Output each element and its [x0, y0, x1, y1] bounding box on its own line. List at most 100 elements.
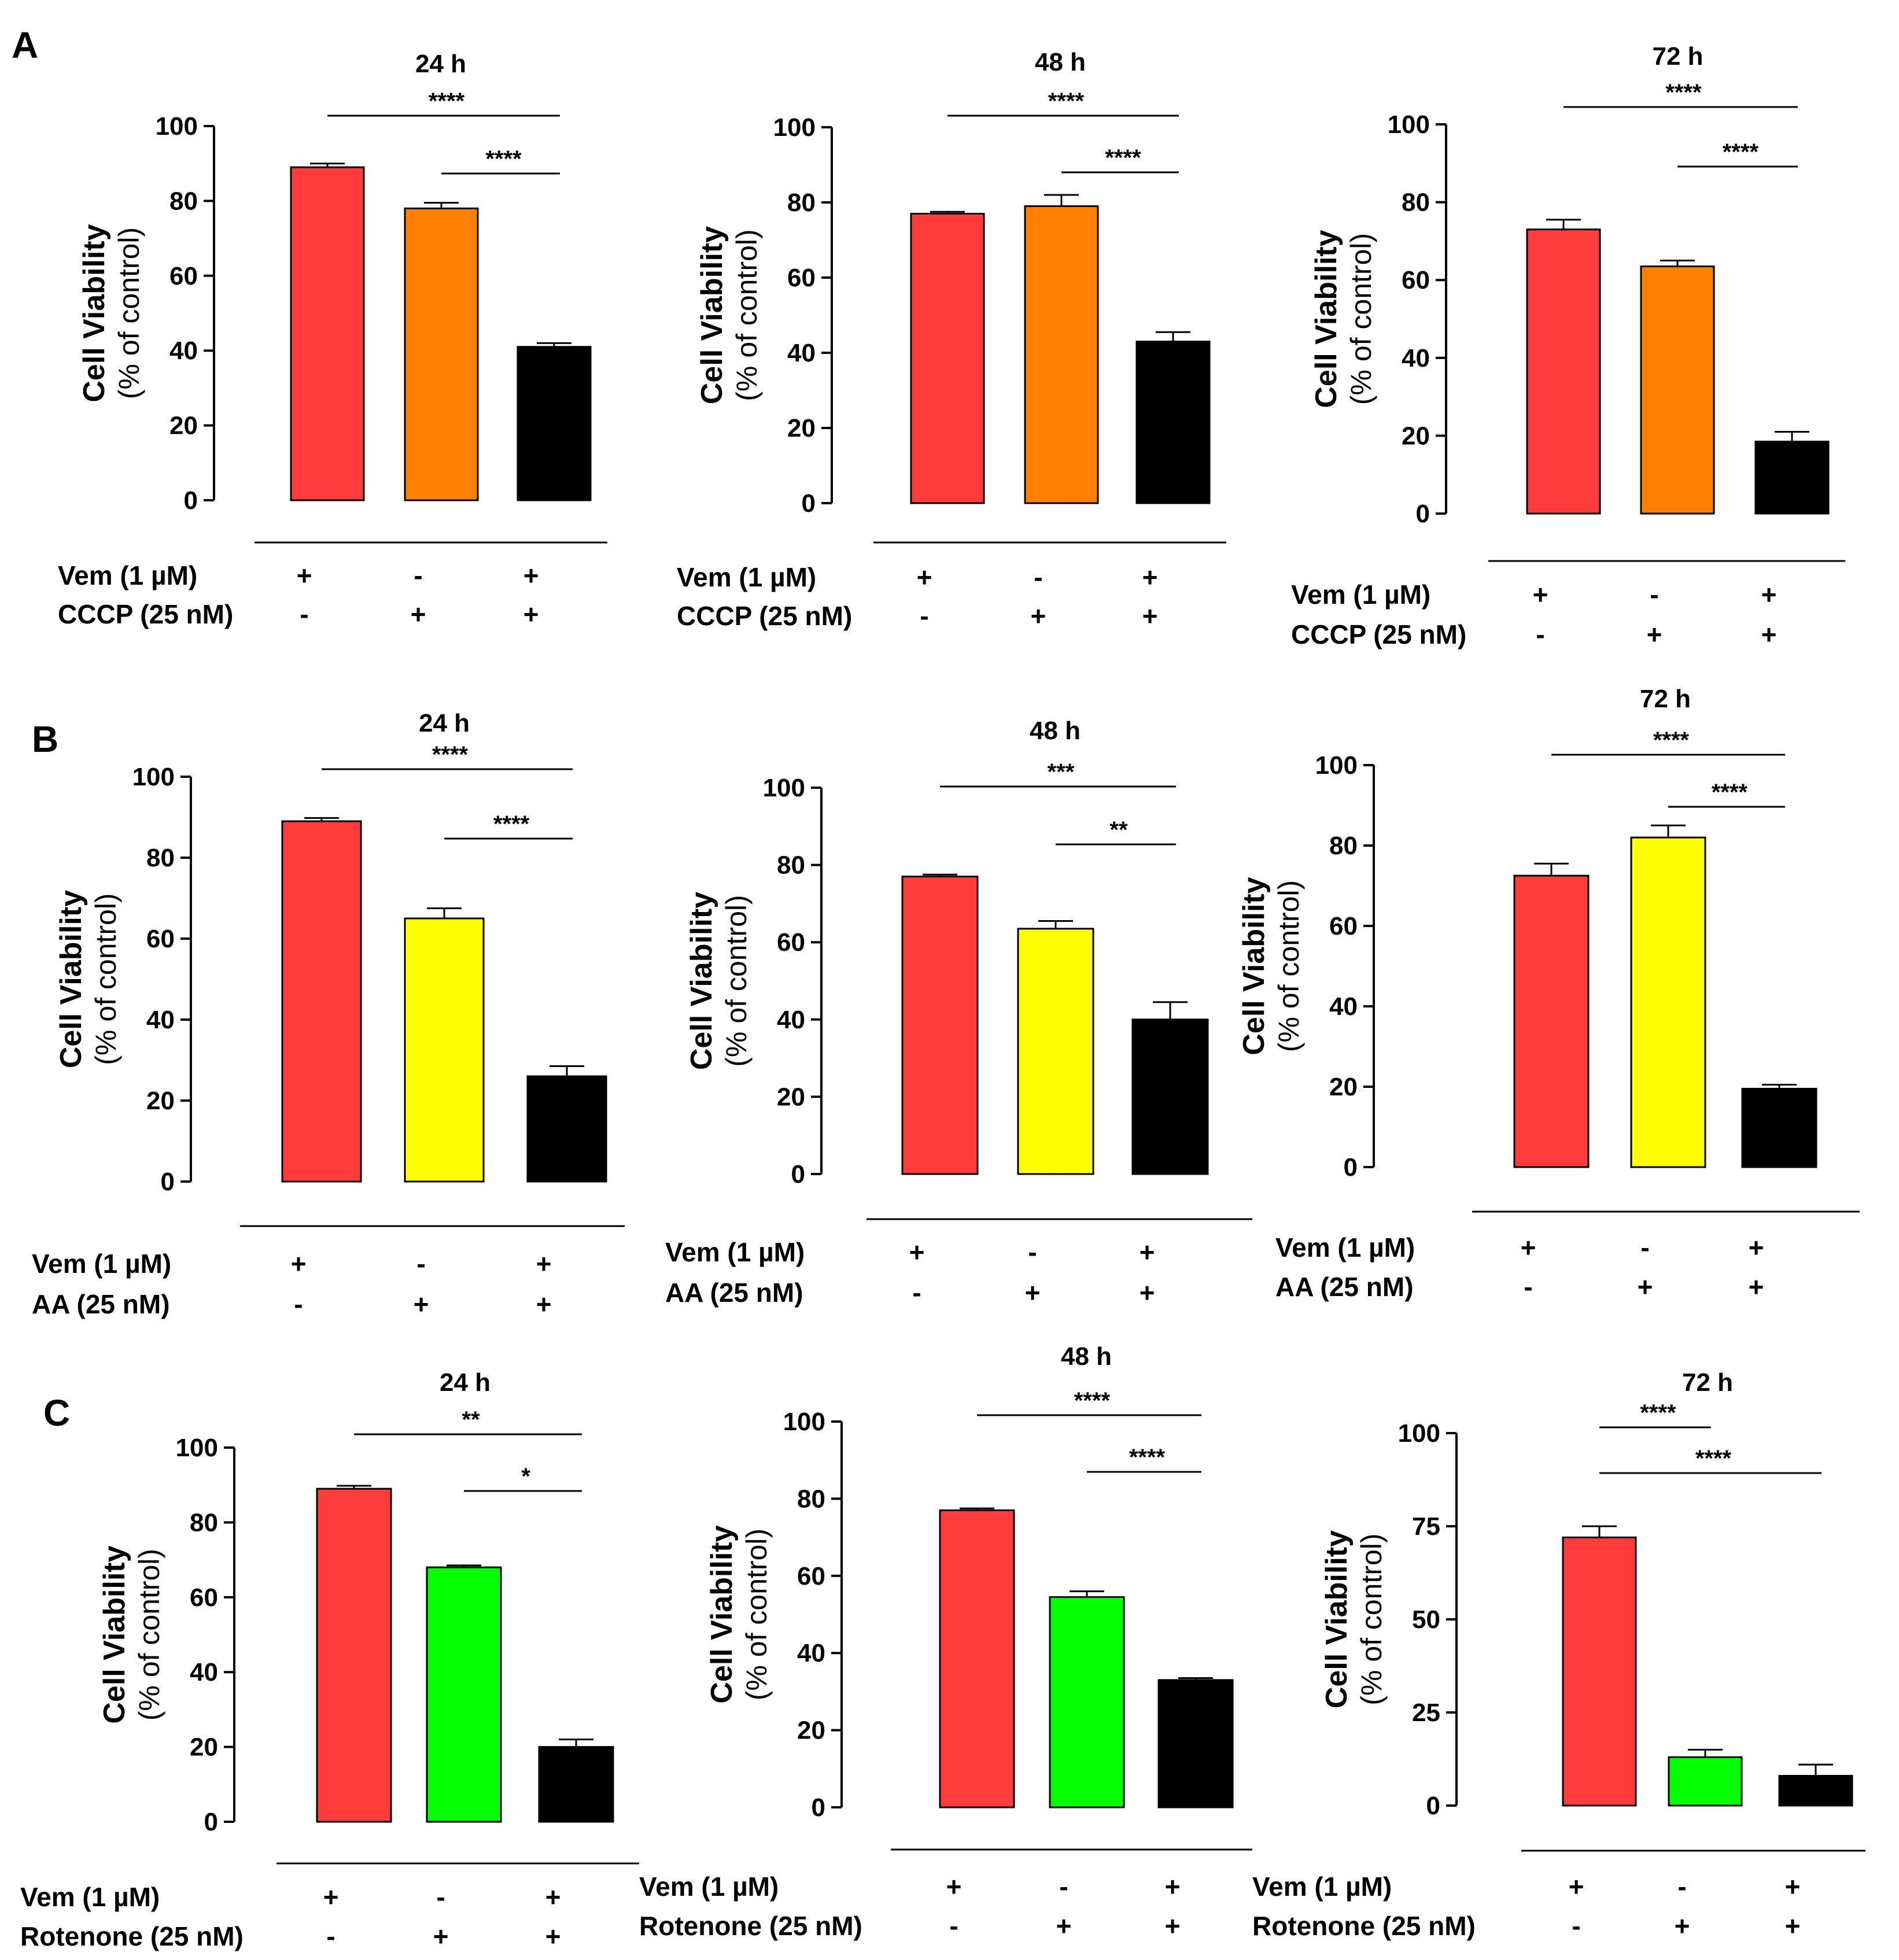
condition-sign: + [1785, 1872, 1801, 1902]
y-tick-label: 60 [1329, 912, 1358, 940]
y-axis-label: Cell Viability [98, 1545, 131, 1723]
condition-sign: + [1142, 601, 1158, 631]
significance-label: **** [485, 146, 522, 172]
significance-label: **** [1712, 780, 1748, 805]
chart-B-72h: 72 h 0 20 40 60 80 100 Cell Viability (% of cont… [1237, 685, 1860, 1302]
condition-sign: - [920, 601, 928, 631]
significance-label: ** [1109, 817, 1128, 843]
y-tick-label: 0 [802, 489, 816, 518]
y-tick-label: 20 [169, 412, 198, 440]
chart-C-48h: 48 h 0 20 40 60 80 100 Cell Viability (% of cont… [639, 1342, 1252, 1941]
y-tick-label: 60 [1402, 266, 1430, 294]
significance-label: **** [1048, 88, 1085, 114]
condition-sign: + [1675, 1911, 1690, 1941]
chart-title: 48 h [1030, 717, 1081, 745]
y-tick-label: 100 [132, 763, 175, 791]
chart-title: 72 h [1682, 1368, 1733, 1397]
condition-sign: + [433, 1921, 449, 1951]
y-tick-label: 100 [1398, 1419, 1440, 1448]
y-axis-label: Cell Viability [695, 226, 729, 404]
condition-sign: + [545, 1882, 561, 1912]
condition-sign: - [1640, 1232, 1649, 1263]
condition-label-1: Vem (1 µM) [58, 560, 197, 590]
y-tick-label: 40 [787, 339, 816, 367]
y-axis-label: Cell Viability [1237, 877, 1271, 1055]
condition-sign: + [1031, 601, 1046, 631]
chart-A-24h: 24 h 0 20 40 60 80 100 Cell Viability (% of cont… [58, 50, 607, 629]
y-tick-label: 100 [783, 1408, 825, 1436]
condition-sign: + [545, 1921, 561, 1951]
condition-sign: - [1059, 1872, 1068, 1902]
condition-sign: + [297, 560, 312, 590]
bar [1131, 1018, 1209, 1175]
y-tick-label: 0 [204, 1808, 218, 1836]
condition-sign: + [414, 1289, 429, 1319]
chart-B-24h: 24 h 0 20 40 60 80 100 Cell Viability (% of cont… [32, 709, 625, 1319]
condition-sign: + [1749, 1232, 1764, 1263]
y-tick-label: 0 [791, 1160, 805, 1188]
condition-sign: + [1140, 1237, 1155, 1267]
y-axis-sublabel: (% of control) [133, 1549, 165, 1721]
condition-label-1: Vem (1 µM) [1275, 1232, 1415, 1263]
bar [1526, 228, 1601, 515]
significance-label: **** [493, 811, 530, 837]
bar [1024, 205, 1099, 504]
bar [1778, 1774, 1853, 1807]
condition-label-2: Rotenone (25 nM) [639, 1911, 862, 1941]
condition-sign: - [1034, 562, 1042, 592]
condition-label-2: CCCP (25 nM) [677, 601, 852, 631]
condition-label-2: CCCP (25 nM) [1291, 619, 1466, 649]
condition-sign: + [536, 1289, 552, 1319]
significance-label: **** [1640, 1400, 1676, 1426]
condition-sign: - [1028, 1237, 1037, 1267]
y-axis-sublabel: (% of control) [90, 893, 122, 1065]
condition-sign: + [1569, 1872, 1584, 1902]
y-tick-label: 60 [787, 264, 816, 292]
bar [281, 820, 362, 1183]
bar [526, 1075, 607, 1183]
chart-title: 48 h [1061, 1342, 1112, 1371]
condition-sign: - [1650, 579, 1658, 610]
y-tick-label: 40 [777, 1006, 805, 1034]
y-axis-label: Cell Viability [78, 224, 111, 402]
significance-label: **** [432, 742, 469, 767]
condition-label-2: AA (25 nM) [1275, 1272, 1414, 1302]
bar [404, 917, 485, 1183]
y-tick-label: 20 [797, 1717, 825, 1745]
panel-letter: C [43, 1392, 70, 1434]
condition-sign: - [300, 599, 308, 629]
condition-sign: + [1647, 619, 1662, 649]
y-tick-label: 40 [169, 337, 198, 365]
bar [1741, 1087, 1817, 1168]
significance-label: **** [429, 88, 465, 114]
significance-label: **** [1129, 1445, 1166, 1470]
condition-sign: + [323, 1882, 339, 1912]
condition-label-2: Rotenone (25 nM) [1252, 1911, 1476, 1941]
chart-title: 24 h [419, 709, 470, 737]
condition-sign: + [523, 560, 539, 590]
condition-sign: + [1761, 579, 1777, 610]
condition-label-1: Vem (1 µM) [665, 1237, 805, 1267]
condition-sign: + [1025, 1278, 1041, 1308]
y-tick-label: 40 [1329, 992, 1358, 1021]
condition-sign: - [414, 560, 422, 590]
y-tick-label: 40 [797, 1639, 825, 1667]
y-axis-label: Cell Viability [705, 1525, 739, 1703]
y-tick-label: 25 [1412, 1699, 1440, 1727]
chart-title: 24 h [440, 1368, 491, 1397]
chart-C-72h: 72 h 0 25 50 75 100 Cell Viability (% of contro… [1252, 1368, 1865, 1941]
condition-sign: + [1165, 1872, 1181, 1902]
significance-label: **** [1653, 728, 1690, 753]
y-tick-label: 50 [1412, 1605, 1440, 1634]
y-tick-label: 20 [1402, 422, 1430, 450]
y-tick-label: 40 [146, 1006, 175, 1034]
condition-sign: + [1521, 1232, 1536, 1263]
condition-sign: + [523, 599, 539, 629]
y-tick-label: 80 [777, 851, 805, 880]
y-tick-label: 20 [777, 1083, 805, 1111]
y-axis-label: Cell Viability [54, 890, 88, 1068]
